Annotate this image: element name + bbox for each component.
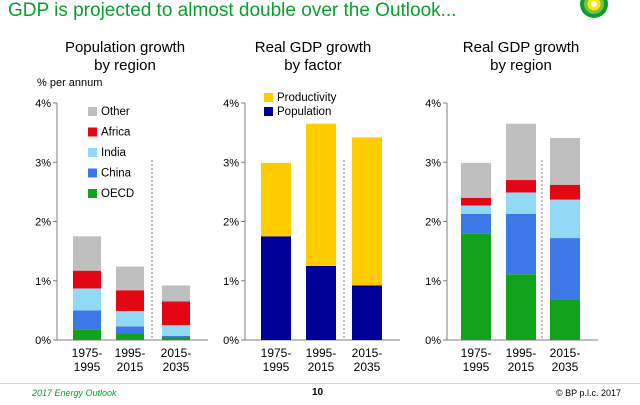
chart-1-category-label: 1995-: [115, 346, 146, 360]
chart-1-category-label: 1975-: [72, 346, 103, 360]
legend-label-productivity: Productivity: [277, 92, 337, 104]
chart-2-category-label: 2015: [308, 360, 335, 374]
bar-segment-other: [162, 285, 190, 302]
chart-1-ytick-label: 1%: [35, 276, 51, 288]
chart-3-title: Real GDP growth by region: [462, 39, 580, 74]
chart-3-ytick-label: 4%: [425, 98, 441, 110]
chart-1-category-label: 2035: [163, 360, 190, 374]
chart-3-category-label: 2035: [552, 360, 579, 374]
chart-3-ytick-label: 0%: [425, 335, 441, 347]
chart-2-ytick-label: 4%: [223, 98, 239, 110]
bar-segment-africa: [506, 180, 536, 193]
chart-1-title: Population growth by region: [64, 39, 186, 74]
bar-segment-india: [550, 199, 580, 239]
bar-segment-other: [506, 123, 536, 181]
bar-segment-oecd: [116, 333, 144, 340]
chart-3-ytick-label: 3%: [425, 157, 441, 169]
chart-2-ytick-label: 0%: [223, 335, 239, 347]
bar-segment-china: [461, 213, 491, 234]
bar-segment-africa: [116, 290, 144, 311]
bar-segment-india: [116, 310, 144, 327]
bar-segment-oecd: [461, 233, 491, 340]
bar-segment-africa: [461, 197, 491, 206]
chart-1-category-label: 2015: [117, 360, 144, 374]
legend-label-other: Other: [101, 106, 130, 118]
chart-3-category-label: 1975-: [461, 346, 492, 360]
chart-1-ytick-label: 4%: [35, 98, 51, 110]
chart-2-ytick-label: 1%: [223, 276, 239, 288]
bar-segment-china: [162, 335, 190, 338]
legend-swatch-india: [88, 148, 97, 157]
legend-label-africa: Africa: [101, 127, 131, 139]
bar-segment-india: [73, 288, 101, 311]
chart-2-category-label: 1995-: [306, 346, 337, 360]
chart-1-category-label: 2015-: [161, 346, 192, 360]
bar-segment-population: [306, 265, 336, 340]
legend-swatch-oecd: [88, 189, 97, 198]
bar-segment-china: [116, 326, 144, 334]
bar-segment-population: [352, 285, 382, 340]
bp-helios-logo-icon: [580, 0, 608, 18]
chart-2-ytick-label: 3%: [223, 157, 239, 169]
legend-label-population: Population: [277, 106, 331, 118]
chart-1-ytick-label: 3%: [35, 157, 51, 169]
bar-segment-other: [116, 266, 144, 291]
chart-1-ylabel: % per annum: [37, 77, 102, 89]
bar-segment-oecd: [550, 299, 580, 340]
bar-segment-india: [461, 205, 491, 214]
legend-swatch-population: [264, 107, 273, 116]
bar-segment-productivity: [306, 123, 336, 266]
chart-2-category-label: 1975-: [261, 346, 292, 360]
bar-segment-china: [73, 310, 101, 330]
chart-2-category-label: 2035: [354, 360, 381, 374]
bar-segment-africa: [162, 301, 190, 326]
legend-swatch-africa: [88, 127, 97, 137]
chart-3-ytick-label: 2%: [425, 217, 441, 229]
bar-segment-india: [506, 192, 536, 214]
bar-segment-other: [461, 162, 491, 198]
bar-segment-productivity: [352, 137, 382, 286]
chart-1-ytick-label: 2%: [35, 217, 51, 229]
bar-segment-china: [506, 213, 536, 275]
bar-segment-oecd: [73, 329, 101, 340]
legend-label-oecd: OECD: [101, 188, 134, 200]
copyright: © BP p.l.c. 2017: [556, 388, 622, 398]
bar-segment-china: [550, 238, 580, 300]
bar-segment-population: [261, 236, 291, 340]
bar-segment-africa: [73, 270, 101, 289]
bar-segment-productivity: [261, 162, 291, 237]
footer-report-name: 2017 Energy Outlook: [32, 388, 117, 398]
chart-2-category-label: 1995: [263, 360, 290, 374]
chart-3-category-label: 2015-: [550, 346, 581, 360]
bar-segment-oecd: [506, 274, 536, 340]
chart-2-category-label: 2015-: [352, 346, 383, 360]
legend-swatch-china: [88, 168, 97, 178]
legend-swatch-other: [88, 107, 97, 116]
chart-3-category-label: 1995: [463, 360, 490, 374]
bar-segment-africa: [550, 184, 580, 200]
footer-divider: [0, 383, 640, 384]
legend-label-india: India: [101, 147, 127, 159]
slide-title: GDP is projected to almost double over t…: [8, 0, 457, 21]
chart-1-category-label: 1995: [74, 360, 101, 374]
bar-segment-other: [550, 137, 580, 185]
bar-segment-other: [73, 236, 101, 271]
bar-segment-oecd: [162, 337, 190, 340]
legend-swatch-productivity: [264, 93, 273, 102]
chart-2-ytick-label: 2%: [223, 217, 239, 229]
page-number: 10: [312, 387, 324, 398]
chart-1-ytick-label: 0%: [35, 335, 51, 347]
chart-3-category-label: 1995-: [506, 346, 537, 360]
bar-segment-india: [162, 325, 190, 336]
chart-2-title: Real GDP growth by factor: [254, 39, 372, 74]
legend-label-china: China: [101, 168, 132, 180]
chart-3-category-label: 2015: [508, 360, 535, 374]
chart-3-ytick-label: 1%: [425, 276, 441, 288]
charts-canvas: % per annum0%1%2%3%4%1975-19951995-20152…: [35, 77, 598, 374]
